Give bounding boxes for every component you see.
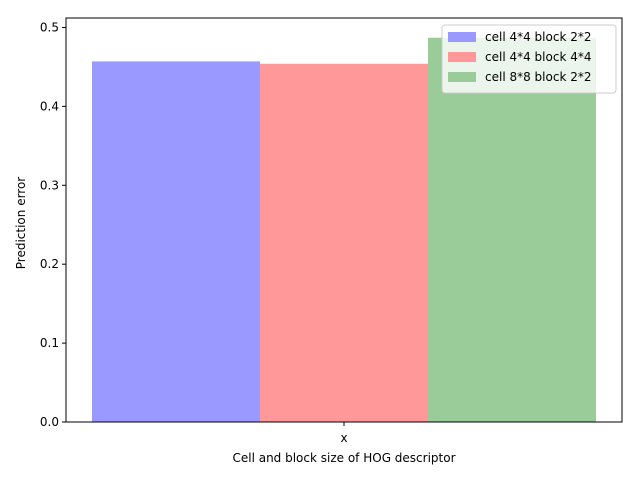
y-tick-label: 0.1 bbox=[40, 336, 59, 350]
y-tick-label: 0.3 bbox=[40, 178, 59, 192]
axes-layer: 0.0 0.1 0.2 0.3 0.4 0.5 x bbox=[40, 17, 623, 445]
legend-label: cell 4*4 block 2*2 bbox=[485, 30, 591, 44]
bar-1 bbox=[92, 61, 260, 422]
legend-swatch bbox=[448, 32, 476, 42]
x-tick-label: x bbox=[340, 431, 347, 445]
y-tick-label: 0.0 bbox=[40, 415, 59, 429]
y-tick-label: 0.2 bbox=[40, 257, 59, 271]
legend-swatch bbox=[448, 52, 476, 62]
y-tick-label: 0.4 bbox=[40, 99, 59, 113]
legend: cell 4*4 block 2*2 cell 4*4 block 4*4 cell… bbox=[441, 24, 617, 94]
bar-2 bbox=[260, 63, 428, 422]
bar-3 bbox=[428, 37, 596, 422]
y-tick-label: 0.5 bbox=[40, 20, 59, 34]
legend-label: cell 4*4 block 4*4 bbox=[485, 50, 591, 64]
bars-layer bbox=[92, 37, 596, 422]
y-axis-label: Prediction error bbox=[14, 177, 28, 270]
legend-swatch bbox=[448, 72, 476, 82]
x-axis-label: Cell and block size of HOG descriptor bbox=[232, 451, 455, 465]
legend-box bbox=[441, 24, 617, 94]
legend-label: cell 8*8 block 2*2 bbox=[485, 70, 591, 84]
